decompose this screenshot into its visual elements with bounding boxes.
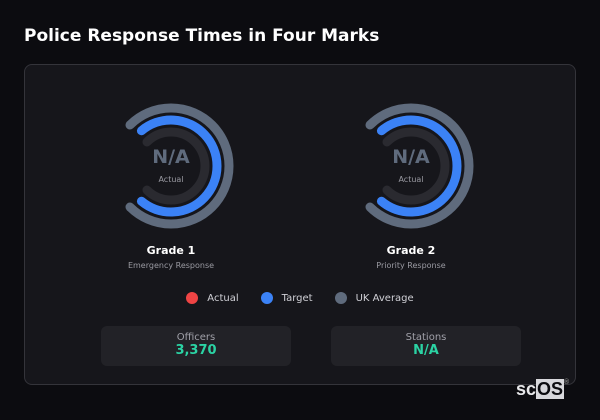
page-title: Police Response Times in Four Marks [24,26,380,46]
legend-item-actual: Actual [186,292,239,304]
gauge-value: N/A [392,146,430,168]
legend-label: UK Average [355,292,414,304]
legend: Actual Target UK Average [0,292,600,304]
uk-average-dot-icon [334,292,347,304]
gauge-description: Priority Response [376,261,446,270]
stat-value: 3,370 [175,343,217,358]
uk-average-ring [365,103,474,229]
stat-officers: Officers 3,370 [101,326,291,366]
actual-dot-icon [186,292,199,304]
stat-label: Officers [176,332,216,343]
gauge-grade-2 [365,103,474,229]
target-ring [376,115,462,217]
scos-logo: scOS® [516,379,570,399]
legend-label: Target [281,292,313,304]
target-ring [136,115,222,217]
gauge-name: Grade 1 [146,244,196,257]
gauge-description: Emergency Response [127,261,215,270]
stat-stations: Stations N/A [331,326,521,366]
gauge-value-label: Actual [398,175,424,184]
stat-label: Stations [405,332,447,343]
gauge-name: Grade 2 [386,244,436,257]
gauge-grade-1 [125,103,234,229]
legend-label: Actual [207,292,239,304]
actual-track-ring [142,127,210,205]
gauge-value-label: Actual [158,175,184,184]
uk-average-ring [125,103,234,229]
legend-item-uk-average: UK Average [334,292,414,304]
target-dot-icon [260,292,273,304]
stat-value: N/A [413,343,439,358]
actual-track-ring [382,127,450,205]
gauge-value: N/A [152,146,190,168]
legend-item-target: Target [260,292,313,304]
